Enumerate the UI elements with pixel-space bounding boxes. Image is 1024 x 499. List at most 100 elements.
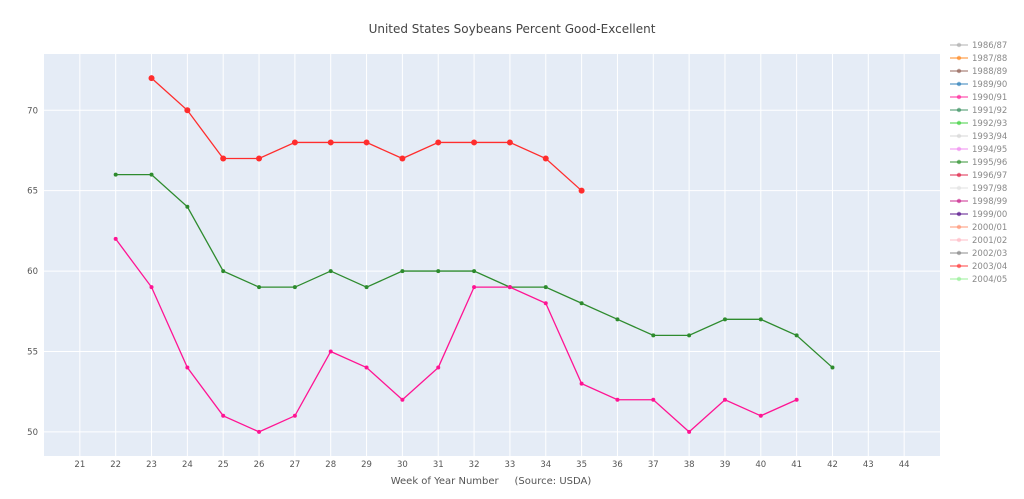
data-point [184, 107, 191, 114]
data-point [722, 397, 727, 402]
x-tick-label: 32 [469, 460, 480, 470]
legend-label: 1999/00 [972, 210, 1007, 220]
data-point [327, 139, 334, 146]
data-point [185, 204, 190, 209]
data-point [256, 155, 263, 162]
data-point [543, 285, 548, 290]
data-point [472, 269, 477, 274]
data-point [291, 139, 298, 146]
legend-label: 2001/02 [972, 236, 1007, 246]
legend-item[interactable]: 1993/94 [950, 132, 1007, 142]
legend-item[interactable]: 2001/02 [950, 236, 1007, 246]
data-point [758, 413, 763, 418]
x-tick-label: 41 [791, 460, 802, 470]
data-point [364, 285, 369, 290]
legend-label: 2004/05 [972, 275, 1007, 285]
legend-label: 1998/99 [972, 197, 1007, 207]
data-point [400, 269, 405, 274]
legend-label: 1993/94 [972, 132, 1007, 142]
data-point [579, 301, 584, 306]
legend-item[interactable]: 1988/89 [950, 67, 1007, 77]
legend-label: 1994/95 [972, 145, 1007, 155]
series-unlabeled-1 [113, 236, 799, 434]
legend-label: 2002/03 [972, 249, 1007, 259]
y-tick-label: 60 [27, 267, 38, 277]
data-point [148, 75, 155, 82]
legend-label: 1996/97 [972, 171, 1007, 181]
x-tick-label: 21 [74, 460, 85, 470]
data-point [113, 172, 118, 177]
x-tick-label: 23 [146, 460, 157, 470]
legend-label: 1991/92 [972, 106, 1007, 116]
data-point [651, 333, 656, 338]
data-point [794, 333, 799, 338]
data-point [471, 139, 478, 146]
data-point [328, 349, 333, 354]
legend-item[interactable]: 2000/01 [950, 223, 1007, 233]
legend-swatch-marker [956, 224, 962, 230]
data-point [221, 413, 226, 418]
x-tick-label: 39 [720, 460, 731, 470]
legend-item[interactable]: 1996/97 [950, 171, 1007, 181]
legend-label: 1987/88 [972, 54, 1007, 64]
data-point [651, 397, 656, 402]
data-point [687, 429, 692, 434]
data-point [758, 317, 763, 322]
x-tick-labels: 21 22 23 24 25 26 27 28 29 30 31 32 33 34 35 36 37 38 39 40… [74, 460, 909, 470]
chart-title: United States Soybeans Percent Good-Exce… [369, 22, 656, 36]
legend-swatch-marker [956, 263, 962, 269]
legend-label: 2003/04 [972, 262, 1007, 272]
legend-item[interactable]: 2003/04 [950, 262, 1007, 272]
data-point [400, 397, 405, 402]
data-point [615, 317, 620, 322]
x-tick-label: 31 [433, 460, 444, 470]
legend-label: 1988/89 [972, 67, 1007, 77]
legend-label: 1992/93 [972, 119, 1007, 129]
legend-swatch-marker [956, 211, 962, 217]
legend-item[interactable]: 1991/92 [950, 106, 1007, 116]
data-point [472, 285, 477, 290]
gridlines [44, 54, 940, 456]
legend-swatch-marker [956, 120, 962, 126]
legend-item[interactable]: 1999/00 [950, 210, 1007, 220]
legend-swatch-marker [956, 159, 962, 165]
legend-swatch-marker [956, 107, 962, 113]
legend-swatch-marker [956, 94, 962, 100]
data-point [794, 397, 799, 402]
legend-swatch-marker [956, 68, 962, 74]
x-tick-label: 40 [755, 460, 766, 470]
x-tick-label: 38 [684, 460, 695, 470]
legend-item[interactable]: 1987/88 [950, 54, 1007, 64]
legend-label: 1989/90 [972, 80, 1007, 90]
x-tick-label: 37 [648, 460, 659, 470]
legend-item[interactable]: 2002/03 [950, 249, 1007, 259]
legend-item[interactable]: 1998/99 [950, 197, 1007, 207]
legend-swatch-marker [956, 276, 962, 282]
x-tick-label: 36 [612, 460, 623, 470]
data-point [149, 172, 154, 177]
x-tick-label: 35 [576, 460, 587, 470]
data-point [364, 365, 369, 370]
legend-item[interactable]: 1986/87 [950, 41, 1007, 51]
legend-swatch-marker [956, 133, 962, 139]
legend-swatch-marker [956, 146, 962, 152]
legend-label: 2000/01 [972, 223, 1007, 233]
legend-item[interactable]: 2004/05 [950, 275, 1007, 285]
legend-swatch-marker [956, 81, 962, 87]
data-point [257, 285, 262, 290]
legend-swatch-marker [956, 237, 962, 243]
legend-item[interactable]: 1992/93 [950, 119, 1007, 129]
legend-item[interactable]: 1997/98 [950, 184, 1007, 194]
legend-item[interactable]: 1995/96 [950, 158, 1007, 168]
series-layer [113, 75, 835, 434]
legend-swatch-marker [956, 172, 962, 178]
data-point [149, 285, 154, 290]
legend-item[interactable]: 1989/90 [950, 80, 1007, 90]
data-point [328, 269, 333, 274]
legend-item[interactable]: 1994/95 [950, 145, 1007, 155]
x-tick-label: 29 [361, 460, 372, 470]
legend-label: 1986/87 [972, 41, 1007, 51]
legend-item[interactable]: 1990/91 [950, 93, 1007, 103]
x-tick-label: 43 [863, 460, 874, 470]
